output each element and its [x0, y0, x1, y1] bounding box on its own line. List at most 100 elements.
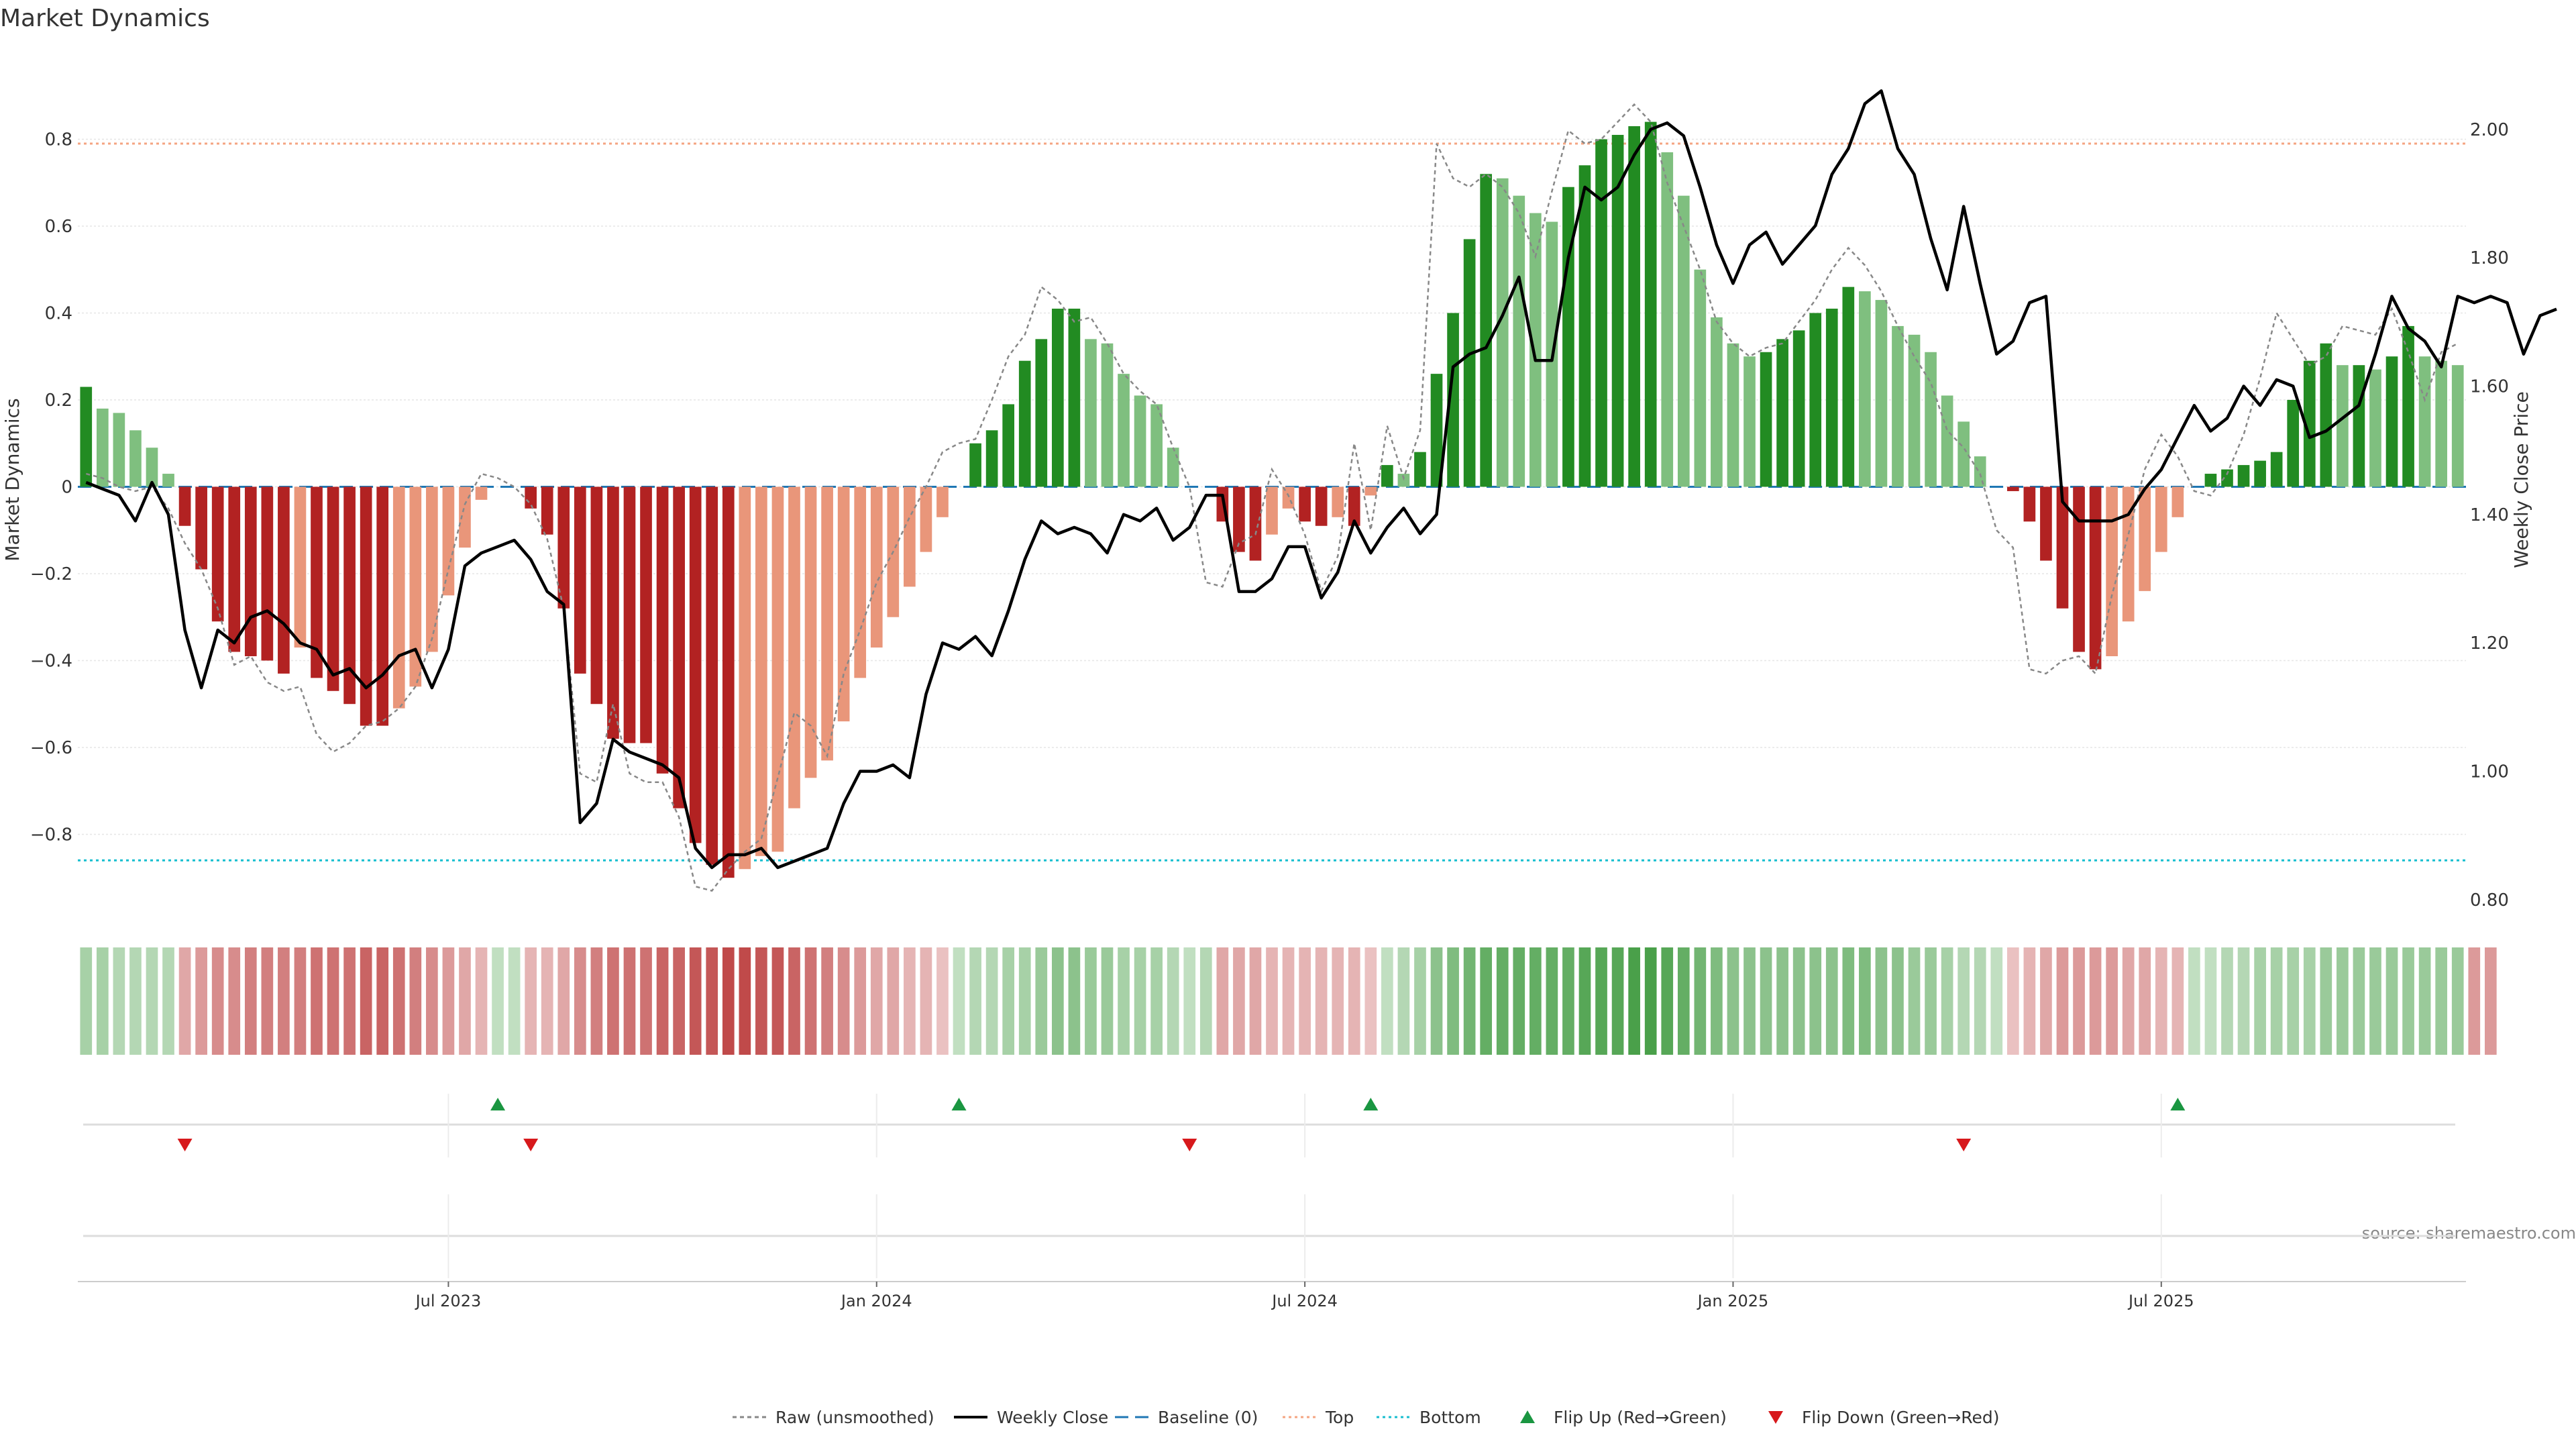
dynamics-bar [2320, 343, 2332, 487]
heat-cell [1859, 947, 1871, 1055]
dynamics-bar [2204, 474, 2217, 487]
dynamics-bar [821, 486, 833, 761]
heat-cell [1150, 947, 1163, 1055]
heat-cell [1068, 947, 1081, 1055]
heat-cell [1134, 947, 1146, 1055]
dynamics-bar [327, 486, 339, 691]
heat-cell [1941, 947, 1953, 1055]
heat-cell [1743, 947, 1756, 1055]
heat-cell [2171, 947, 2184, 1055]
heat-cell [920, 947, 932, 1055]
heat-cell [1332, 947, 1344, 1055]
heat-cell [607, 947, 619, 1055]
dynamics-bar [541, 486, 553, 535]
dynamics-bar [360, 486, 372, 726]
heat-cell [178, 947, 191, 1055]
heat-cell [821, 947, 833, 1055]
dynamics-bar [1809, 313, 1822, 487]
dynamics-bar [656, 486, 669, 774]
x-tick-label: Jan 2024 [840, 1292, 912, 1310]
dynamics-bar [2221, 469, 2233, 487]
dynamics-bar [2402, 325, 2414, 487]
y-tick-label: 0 [61, 477, 72, 497]
heat-cell [722, 947, 735, 1055]
dynamics-bar [2337, 365, 2349, 487]
heat-cell [1760, 947, 1772, 1055]
flip-markers-panel [83, 1094, 2455, 1278]
heat-cell [1414, 947, 1426, 1055]
dynamics-bar [2451, 365, 2464, 487]
dynamics-bar [1496, 178, 1509, 487]
heat-cell [1727, 947, 1739, 1055]
dynamics-bar [1677, 195, 1690, 487]
heat-cell [392, 947, 405, 1055]
heat-cell [1199, 947, 1212, 1055]
heat-cell [1842, 947, 1855, 1055]
heat-cell [211, 947, 224, 1055]
heat-cell [1990, 947, 2003, 1055]
heat-cell [574, 947, 586, 1055]
dynamics-bar [2385, 356, 2398, 487]
dynamics-bar [1348, 486, 1360, 526]
flip-down-marker [523, 1139, 539, 1151]
series-lines [85, 89, 2557, 892]
heat-cell [1167, 947, 1179, 1055]
dynamics-bar [2006, 486, 2019, 491]
dynamics-bar [1414, 452, 1426, 487]
flip-up-marker [490, 1098, 506, 1110]
heat-cell [1249, 947, 1262, 1055]
heat-cell [623, 947, 636, 1055]
dynamics-bar [1727, 343, 1739, 487]
heat-cell [2484, 947, 2497, 1055]
dynamics-bar [2237, 465, 2250, 487]
dynamics-bar [1447, 313, 1459, 487]
heat-cell [376, 947, 389, 1055]
dynamics-bar [2073, 486, 2085, 652]
dynamics-bar [1957, 421, 1970, 487]
dynamics-bar [1315, 486, 1328, 526]
dynamics-bar [1595, 139, 1607, 487]
dynamics-bar [640, 486, 652, 743]
dynamics-bar [1085, 339, 1097, 487]
heat-cell [2006, 947, 2019, 1055]
dynamics-bar [1892, 325, 1904, 487]
dynamics-bar [920, 486, 932, 552]
dynamics-bar [706, 486, 718, 865]
dynamics-bar [1018, 360, 1031, 487]
dynamics-bar [146, 448, 158, 487]
heat-cell [80, 947, 93, 1055]
dynamics-bar [1711, 317, 1723, 487]
dynamics-bar [2270, 452, 2283, 487]
dynamics-bar [2155, 486, 2167, 552]
heat-cell [1974, 947, 1986, 1055]
dynamics-bar [278, 486, 290, 674]
heat-cell [640, 947, 652, 1055]
heat-cell [673, 947, 685, 1055]
regime-heat-strip [80, 947, 2497, 1055]
heat-cell [360, 947, 372, 1055]
y-tick-label: 0.6 [45, 217, 72, 237]
heat-cell [96, 947, 109, 1055]
heat-cell [2435, 947, 2448, 1055]
heat-cell [2353, 947, 2365, 1055]
heat-cell [2337, 947, 2349, 1055]
y-tick-label: 0.8 [45, 129, 72, 150]
heat-cell [129, 947, 142, 1055]
dynamics-bar [804, 486, 817, 778]
heat-cell [656, 947, 669, 1055]
heat-cell [525, 947, 537, 1055]
dynamics-bar [2287, 399, 2300, 487]
dynamics-bar [574, 486, 586, 674]
heat-cell [2270, 947, 2283, 1055]
dynamics-bar [129, 430, 142, 487]
dynamics-bar [607, 486, 619, 739]
heat-cell [2418, 947, 2431, 1055]
dynamics-bar [376, 486, 389, 726]
heat-cell [557, 947, 570, 1055]
dynamics-bar [1068, 309, 1081, 487]
heat-cell [1118, 947, 1130, 1055]
heat-cell [953, 947, 965, 1055]
heat-cell [113, 947, 125, 1055]
dynamics-bar [1694, 269, 1707, 487]
legend-label: Top [1325, 1408, 1354, 1427]
